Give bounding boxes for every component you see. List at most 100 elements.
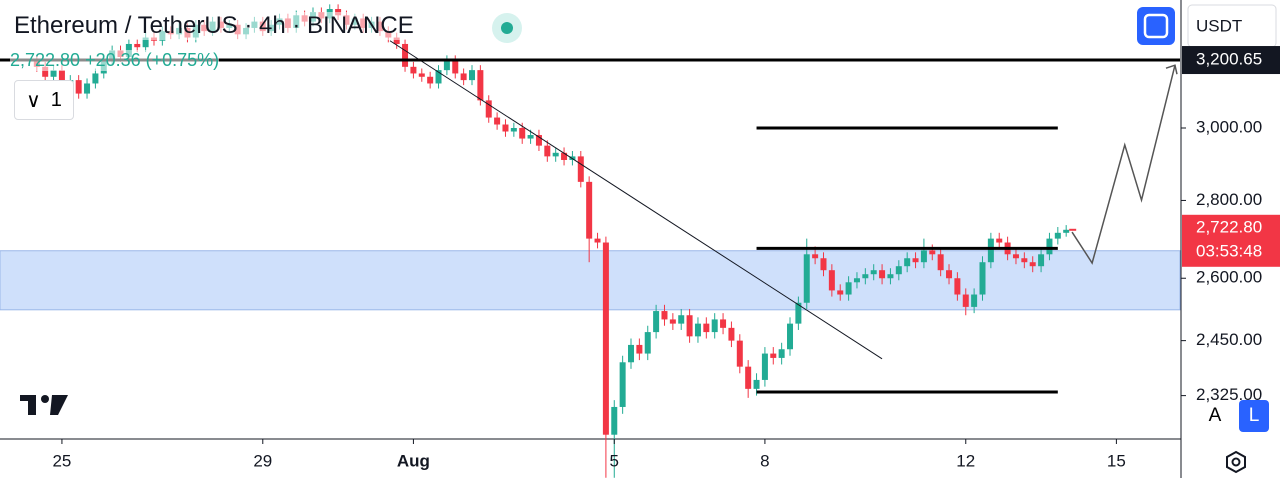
candle-body bbox=[962, 294, 969, 307]
candle-body bbox=[519, 128, 526, 139]
x-tick-label: 29 bbox=[253, 451, 272, 470]
price-label-box bbox=[1182, 46, 1280, 75]
candle-body bbox=[628, 344, 635, 363]
auto-scale-button[interactable]: A bbox=[1208, 405, 1222, 426]
candle-body bbox=[636, 344, 643, 354]
candle-body bbox=[795, 302, 802, 324]
y-tick-label: 2,600.00 bbox=[1196, 268, 1262, 287]
candle-body bbox=[728, 327, 735, 341]
candle-body bbox=[410, 66, 417, 74]
candle-body bbox=[812, 254, 819, 259]
candle-body bbox=[711, 319, 718, 333]
candle-body bbox=[644, 332, 651, 354]
candle-body bbox=[761, 353, 768, 380]
currency[interactable]: USDT bbox=[1196, 16, 1242, 35]
candle-body bbox=[895, 266, 902, 275]
candle-body bbox=[452, 60, 459, 74]
candle-body bbox=[803, 254, 810, 303]
candle-body bbox=[870, 270, 877, 275]
projection-path bbox=[1071, 64, 1176, 265]
x-tick-label: 25 bbox=[52, 451, 71, 470]
status-dot bbox=[501, 22, 513, 34]
candle-body bbox=[904, 258, 911, 267]
candle-body bbox=[75, 80, 82, 94]
candle-body bbox=[502, 124, 509, 132]
y-tick-label: 3,000.00 bbox=[1196, 117, 1262, 136]
candle-body bbox=[946, 270, 953, 279]
candle-body bbox=[435, 70, 442, 84]
candle-body bbox=[996, 238, 1003, 243]
indicator-count: 1 bbox=[50, 88, 62, 111]
price-line-label: 3,200.65 bbox=[1196, 50, 1262, 69]
candle-body bbox=[58, 70, 65, 87]
candle-body bbox=[527, 135, 534, 139]
candle-body bbox=[460, 73, 467, 81]
candle-body bbox=[594, 238, 601, 243]
x-tick-label: 5 bbox=[610, 451, 619, 470]
candle-body bbox=[485, 100, 492, 118]
arrow-head bbox=[1165, 64, 1178, 75]
candle-body bbox=[686, 315, 693, 337]
candle-body bbox=[469, 70, 475, 81]
candle-body bbox=[1021, 258, 1028, 263]
symbol-title: Ethereum / TetherUS · 4h · BINANCE bbox=[10, 12, 418, 40]
candle-body bbox=[971, 294, 978, 307]
candle-body bbox=[544, 145, 551, 157]
settings-icon[interactable] bbox=[1226, 450, 1246, 474]
candle-body bbox=[535, 135, 542, 146]
log-scale-button[interactable]: L bbox=[1239, 400, 1269, 432]
candle-body bbox=[879, 270, 886, 279]
y-tick-label: 2,800.00 bbox=[1196, 190, 1262, 209]
candle-body bbox=[561, 152, 568, 160]
last-price-box bbox=[1182, 214, 1280, 267]
candle-body bbox=[1012, 254, 1019, 259]
candle-body bbox=[694, 323, 701, 337]
candle-body bbox=[887, 274, 894, 279]
candle-body bbox=[552, 152, 559, 157]
candle-body bbox=[84, 83, 91, 94]
candle-body bbox=[753, 379, 760, 389]
x-tick-label: 15 bbox=[1107, 451, 1126, 470]
y-tick-label: 2,450.00 bbox=[1196, 330, 1262, 349]
candle-body bbox=[937, 254, 944, 271]
candle-body bbox=[418, 73, 425, 77]
candle-body bbox=[862, 274, 869, 279]
y-tick-label: 2,325.00 bbox=[1196, 385, 1262, 404]
x-tick-label: 8 bbox=[760, 451, 769, 470]
tv-logo bbox=[20, 395, 68, 415]
candle-body bbox=[510, 128, 517, 132]
candle-body bbox=[393, 37, 400, 44]
candle-body bbox=[50, 70, 57, 77]
candle-body bbox=[427, 76, 434, 84]
candle-body bbox=[586, 181, 593, 239]
candle-body bbox=[837, 290, 844, 295]
candle-body bbox=[42, 66, 49, 77]
candle-body bbox=[577, 156, 584, 182]
candle-body bbox=[787, 323, 794, 350]
candle-body bbox=[954, 278, 961, 295]
candle-body bbox=[912, 258, 919, 263]
candle-body bbox=[736, 340, 743, 367]
candle-body bbox=[745, 366, 752, 389]
indicator-toggle[interactable]: ∨ 1 bbox=[14, 80, 74, 120]
candle-body bbox=[828, 270, 835, 291]
candle-body bbox=[1046, 238, 1053, 255]
candle-body bbox=[845, 282, 852, 295]
candle-body bbox=[669, 319, 676, 324]
candle-body bbox=[494, 117, 501, 125]
candle-body bbox=[92, 73, 99, 84]
candle-body bbox=[1029, 262, 1036, 267]
candle-body bbox=[653, 311, 660, 333]
fullscreen-button[interactable] bbox=[1137, 7, 1175, 45]
candle-body bbox=[619, 362, 626, 407]
candle-body bbox=[678, 315, 685, 324]
candle-body bbox=[134, 43, 141, 48]
candle-body bbox=[443, 60, 450, 71]
candle-body bbox=[477, 70, 484, 101]
candle-body bbox=[778, 349, 785, 358]
candle-body bbox=[987, 238, 994, 263]
candle-body bbox=[703, 323, 710, 333]
candle-body bbox=[1038, 254, 1045, 267]
candle-body bbox=[661, 311, 668, 320]
